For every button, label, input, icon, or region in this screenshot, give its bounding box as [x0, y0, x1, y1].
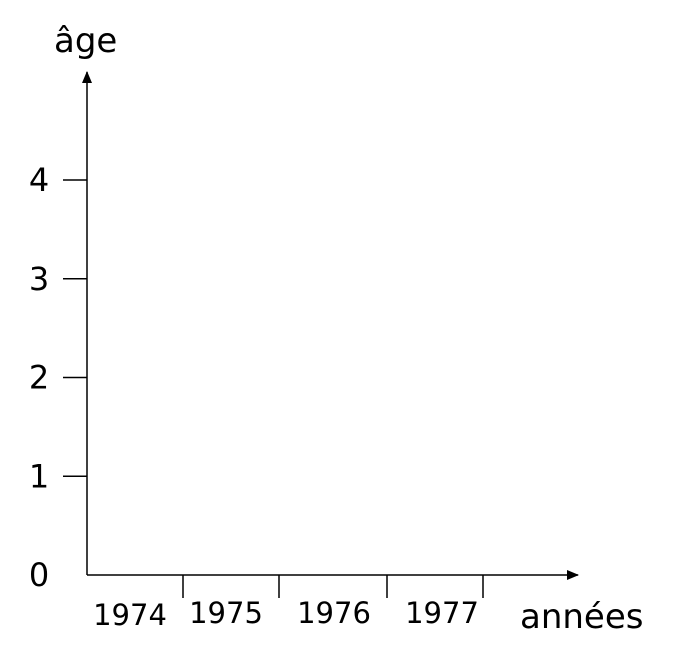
y-tick-label: 3: [29, 260, 49, 298]
x-tick-label: 1976: [297, 596, 371, 630]
y-tick-label: 4: [29, 161, 49, 199]
x-axis-label: années: [520, 597, 643, 637]
x-tick-label: 1977: [405, 596, 479, 630]
y-tick-label: 1: [29, 457, 49, 495]
y-tick-label: 2: [29, 359, 49, 397]
x-tick-label: 1975: [189, 596, 263, 630]
y-tick-label: 0: [29, 556, 49, 594]
x-ticks: 1974 1975 1976 1977: [93, 575, 484, 632]
x-tick-label: 1974: [93, 598, 167, 632]
y-ticks: 0 1 2 3 4: [29, 161, 87, 594]
y-axis-label: âge: [54, 21, 117, 61]
